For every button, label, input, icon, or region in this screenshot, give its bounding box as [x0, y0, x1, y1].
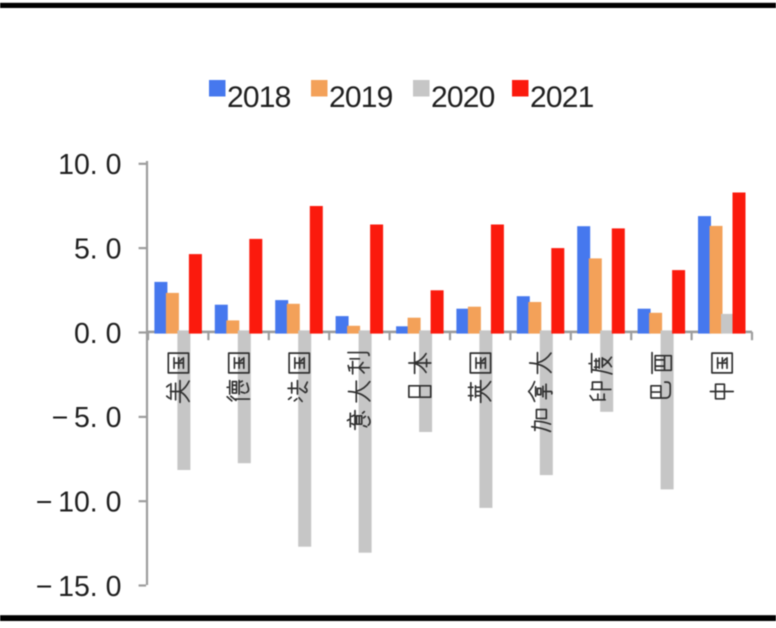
svg-text:2019: 2019	[329, 81, 393, 114]
svg-text:10. 0: 10. 0	[58, 149, 121, 181]
svg-text:− 5. 0: − 5. 0	[52, 402, 122, 434]
svg-text:2018: 2018	[227, 81, 291, 114]
svg-text:− 10. 0: − 10. 0	[36, 487, 122, 519]
svg-text:2020: 2020	[431, 81, 495, 114]
svg-text:5. 0: 5. 0	[74, 233, 122, 265]
svg-text:− 15. 0: − 15. 0	[36, 571, 122, 603]
svg-text:0. 0: 0. 0	[74, 318, 122, 350]
svg-text:2021: 2021	[530, 81, 594, 114]
